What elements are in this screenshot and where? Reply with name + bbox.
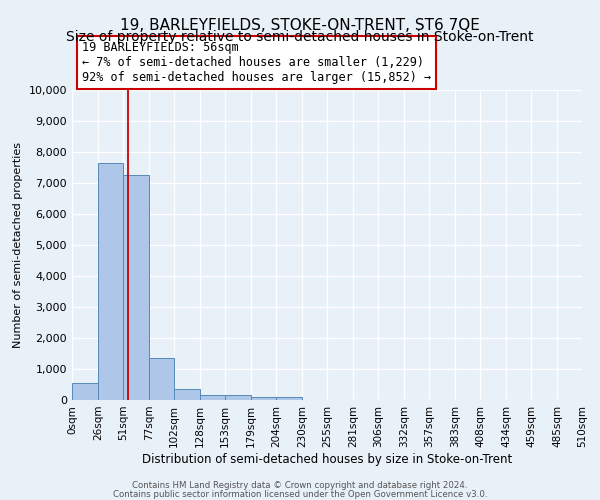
Y-axis label: Number of semi-detached properties: Number of semi-detached properties [13,142,23,348]
X-axis label: Distribution of semi-detached houses by size in Stoke-on-Trent: Distribution of semi-detached houses by … [142,452,512,466]
Bar [200,396,225,400]
Bar [98,163,123,400]
Text: 19, BARLEYFIELDS, STOKE-ON-TRENT, ST6 7QE: 19, BARLEYFIELDS, STOKE-ON-TRENT, ST6 7Q… [120,18,480,32]
Text: 19 BARLEYFIELDS: 56sqm
← 7% of semi-detached houses are smaller (1,229)
92% of s: 19 BARLEYFIELDS: 56sqm ← 7% of semi-deta… [82,41,431,84]
Bar [225,396,251,400]
Text: Size of property relative to semi-detached houses in Stoke-on-Trent: Size of property relative to semi-detach… [66,30,534,44]
Bar [149,358,174,400]
Text: Contains HM Land Registry data © Crown copyright and database right 2024.: Contains HM Land Registry data © Crown c… [132,481,468,490]
Bar [174,389,200,400]
Bar [72,383,98,400]
Bar [276,397,302,400]
Bar [123,175,149,400]
Bar [251,397,276,400]
Text: Contains public sector information licensed under the Open Government Licence v3: Contains public sector information licen… [113,490,487,499]
